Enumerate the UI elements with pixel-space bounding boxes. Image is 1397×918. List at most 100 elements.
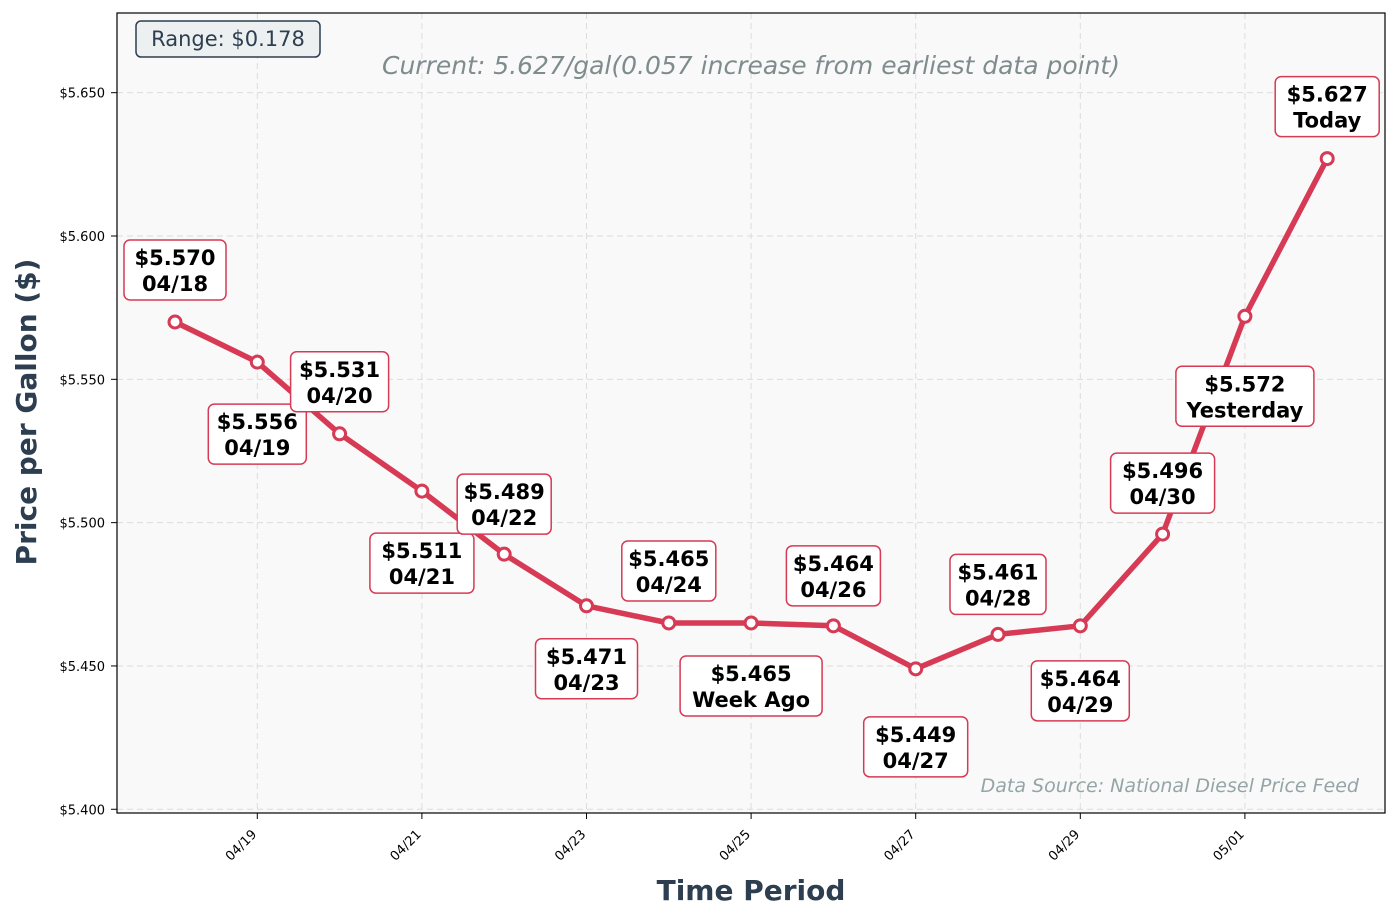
data-label-box [679,655,823,717]
data-label-price: $5.461 [957,560,1038,584]
data-label-price: $5.531 [299,358,380,382]
y-tick-label: $5.450 [60,660,106,675]
data-label-date: Week Ago [692,688,810,712]
data-label-date: 04/23 [553,671,619,695]
data-point [249,354,265,370]
data-point [990,626,1006,642]
data-label-date: 04/29 [1047,693,1113,717]
data-point [167,314,183,330]
data-point [1237,308,1253,324]
data-label-date: 04/30 [1130,485,1196,509]
x-tick-label: 04/29 [1046,827,1083,864]
data-label-box [621,540,717,602]
data-point [579,598,594,614]
data-label-date: 04/19 [224,436,290,460]
data-label-price: $5.489 [464,480,545,504]
y-axis-ticks: $5.400 $5.450 $5.500 $5.550 $5.600 $5.650 [60,87,117,818]
data-label-box [1030,660,1131,722]
data-label-price: $5.570 [134,246,215,270]
data-label-price: $5.572 [1204,372,1285,396]
data-labels: $5.57004/18$5.55604/19$5.53104/20$5.5110… [123,75,1380,778]
data-label-date: 04/18 [142,272,208,296]
data-label-box [123,239,227,301]
range-box: Range: $0.178 [135,20,321,58]
data-label-date: 04/26 [800,578,866,602]
data-label-price: $5.627 [1287,83,1368,107]
plot-frame [116,12,1386,814]
x-tick-label: 04/21 [388,827,425,864]
x-axis-ticks: 04/19 04/21 04/23 04/25 04/27 04/29 05/01 [223,813,1248,864]
data-label-price: $5.496 [1122,459,1203,483]
data-point [908,661,924,677]
y-tick-label: $5.400 [60,803,106,818]
x-tick-label: 04/25 [717,827,754,864]
data-source-note: Data Source: National Diesel Price Feed [981,775,1360,797]
y-tick-label: $5.650 [60,87,106,102]
x-axis-title: Time Period [657,874,846,907]
data-label-box [289,351,390,413]
y-tick-label: $5.600 [60,230,106,245]
range-label: Range: $0.178 [151,27,305,51]
x-tick-label: 05/01 [1211,827,1248,864]
data-label-box [1109,452,1216,514]
data-label-price: $5.465 [711,662,792,686]
data-label-date: 04/20 [307,384,373,408]
data-points [167,151,1335,677]
data-label-box [785,545,882,607]
data-label-date: 04/24 [636,573,702,597]
data-label-box [456,473,552,535]
data-label-box [1274,75,1380,138]
data-label-price: $5.464 [793,552,874,576]
data-label-box [862,716,969,778]
data-point [332,426,348,442]
data-label-box [369,532,475,594]
data-point [414,483,430,499]
data-point [1072,618,1088,634]
data-label-price: $5.449 [875,723,956,747]
data-point [825,618,841,634]
x-tick-label: 04/23 [552,827,589,864]
data-label-date: 04/27 [883,749,949,773]
data-point [496,546,512,562]
x-tick-label: 04/19 [223,827,260,864]
data-label-box [207,403,308,465]
data-label-box [949,553,1047,616]
data-point [661,615,677,631]
y-axis-title: Price per Gallon ($) [10,259,43,566]
data-label-date: Today [1293,109,1362,133]
data-label-date: 04/22 [471,506,537,530]
y-tick-label: $5.500 [60,517,106,532]
data-label-price: $5.471 [546,645,627,669]
data-label-price: $5.464 [1040,667,1121,691]
data-label-price: $5.465 [628,547,709,571]
data-point [1155,526,1171,542]
data-label-box [1175,365,1315,428]
data-point [1319,151,1335,167]
y-tick-label: $5.550 [60,373,106,388]
data-label-price: $5.556 [217,410,298,434]
data-label-date: Yesterday [1185,398,1303,422]
data-label-box [534,638,639,700]
x-tick-label: 04/27 [881,827,918,864]
current-price-summary: Current: 5.627/gal(0.057 increase from e… [382,51,1120,80]
data-label-date: 04/21 [389,565,455,589]
data-point [743,615,759,631]
data-label-date: 04/28 [965,586,1031,610]
data-label-price: $5.511 [381,539,462,563]
